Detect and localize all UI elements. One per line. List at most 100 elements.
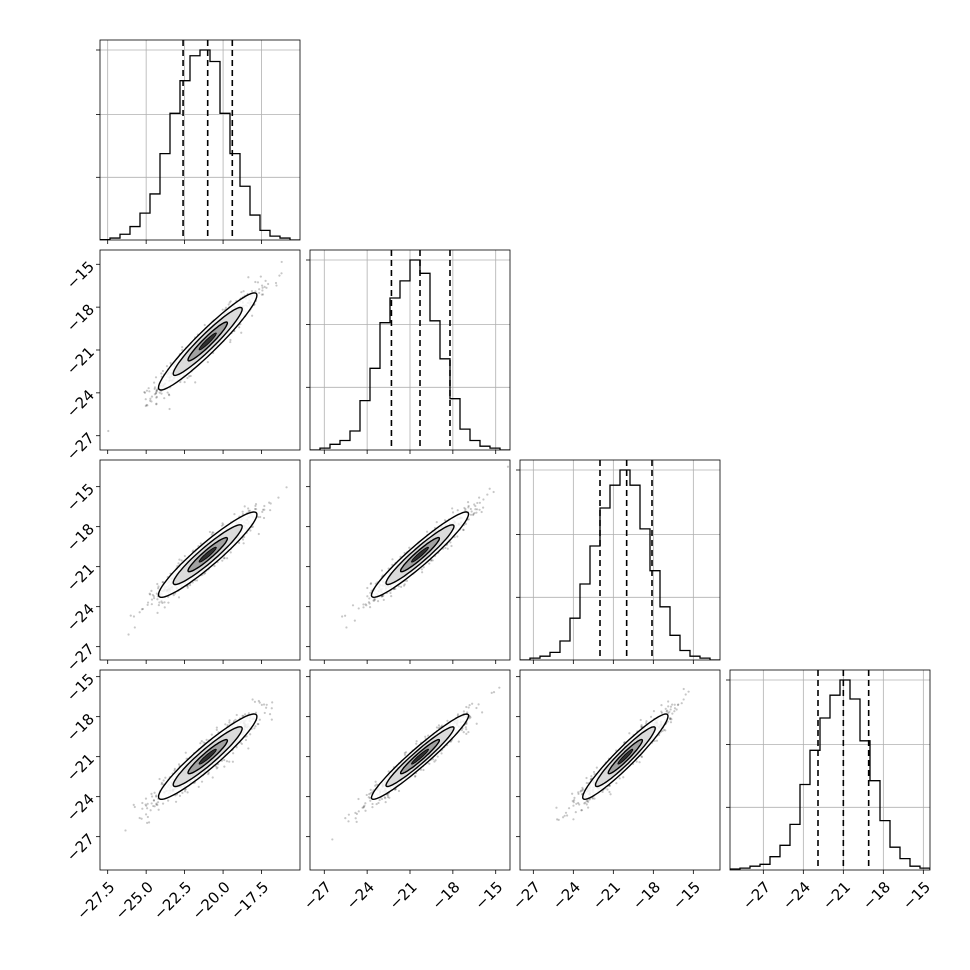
sample-point: [220, 524, 224, 527]
sample-point: [211, 776, 214, 779]
sample-point: [210, 733, 213, 736]
sample-point: [486, 493, 489, 496]
sample-point: [268, 501, 271, 504]
sample-point: [224, 306, 228, 309]
sample-point: [368, 602, 371, 605]
sample-point: [155, 395, 158, 398]
sample-point: [144, 398, 147, 401]
sample-point: [394, 788, 397, 791]
scatter-cloud-3-1: [331, 686, 501, 841]
sample-point: [243, 505, 246, 508]
ytick-label-1-3: −18: [63, 300, 98, 335]
sample-point: [372, 599, 375, 602]
sample-point: [199, 542, 202, 545]
sample-point: [149, 399, 152, 402]
sample-point: [465, 732, 468, 735]
sample-point: [474, 504, 477, 508]
sample-point: [153, 393, 156, 396]
sample-point: [362, 603, 365, 606]
sample-point: [148, 390, 151, 393]
sample-point: [269, 509, 272, 512]
sample-point: [667, 711, 670, 715]
sample-point: [233, 512, 236, 516]
sample-point: [241, 513, 245, 516]
sample-point: [431, 758, 435, 761]
sample-point: [463, 506, 466, 510]
sample-point: [473, 503, 476, 506]
sample-point: [351, 604, 355, 607]
sample-point: [167, 601, 170, 604]
sample-point: [387, 770, 390, 773]
sample-point: [141, 801, 144, 805]
sample-point: [247, 509, 250, 513]
sample-point: [215, 728, 218, 731]
sample-point: [362, 806, 365, 809]
sample-point: [244, 738, 248, 742]
sample-point: [506, 465, 510, 468]
sample-point: [238, 541, 241, 544]
sample-point: [263, 508, 266, 511]
sample-point: [585, 776, 588, 780]
sample-point: [234, 718, 237, 721]
sample-point: [172, 593, 175, 597]
sample-point: [188, 584, 192, 587]
sample-point: [425, 530, 429, 533]
sample-point: [155, 403, 158, 406]
sample-point: [482, 506, 485, 509]
panel-frame-0-0: [99, 39, 301, 241]
sample-point: [168, 407, 171, 411]
ytick-label-1-1: −24: [63, 386, 98, 421]
sample-point: [462, 710, 465, 713]
sample-point: [215, 726, 218, 729]
sample-point: [153, 387, 156, 390]
scatter-cloud-3-0: [124, 698, 274, 832]
sample-point: [221, 522, 224, 525]
sample-point: [181, 791, 184, 794]
sample-point: [371, 806, 374, 809]
sample-point: [462, 528, 465, 532]
sample-point: [355, 812, 358, 816]
sample-point: [421, 571, 424, 574]
sample-point: [261, 286, 264, 289]
sample-point: [203, 323, 206, 327]
sample-point: [415, 742, 418, 745]
sample-point: [267, 282, 270, 286]
sample-point: [178, 794, 182, 797]
sample-point: [601, 790, 604, 794]
scatter-panel-3-0: −27−24−21−18−15−27.5−25.0−22.5−20.0−17.5: [63, 669, 301, 923]
sample-point: [640, 723, 643, 727]
sample-point: [183, 381, 186, 384]
sample-point: [428, 562, 431, 565]
sample-point: [361, 806, 364, 809]
sample-point: [240, 331, 243, 334]
sample-point: [606, 788, 609, 791]
sample-point: [202, 741, 205, 744]
sample-point: [465, 722, 468, 725]
sample-point: [567, 807, 571, 810]
sample-point: [660, 704, 663, 707]
sample-point: [222, 523, 225, 526]
sample-point: [475, 511, 478, 514]
sample-point: [427, 734, 430, 737]
sample-point: [155, 802, 158, 805]
sample-point: [241, 714, 244, 717]
ytick-label-3-4: −15: [63, 670, 98, 705]
scatter-cloud-2-0: [127, 486, 288, 636]
sample-point: [156, 587, 160, 590]
histogram-2: [520, 469, 720, 660]
sample-point: [129, 614, 132, 617]
sample-point: [260, 703, 263, 706]
sample-point: [260, 293, 264, 296]
sample-point: [256, 723, 259, 726]
sample-point: [667, 705, 670, 708]
sample-point: [431, 559, 434, 562]
sample-point: [145, 403, 148, 407]
sample-point: [149, 397, 152, 400]
sample-point: [179, 380, 182, 384]
sample-point: [144, 404, 147, 408]
sample-point: [269, 502, 272, 505]
sample-point: [414, 775, 417, 778]
sample-point: [249, 529, 252, 532]
sample-point: [152, 804, 155, 808]
sample-point: [280, 260, 283, 264]
